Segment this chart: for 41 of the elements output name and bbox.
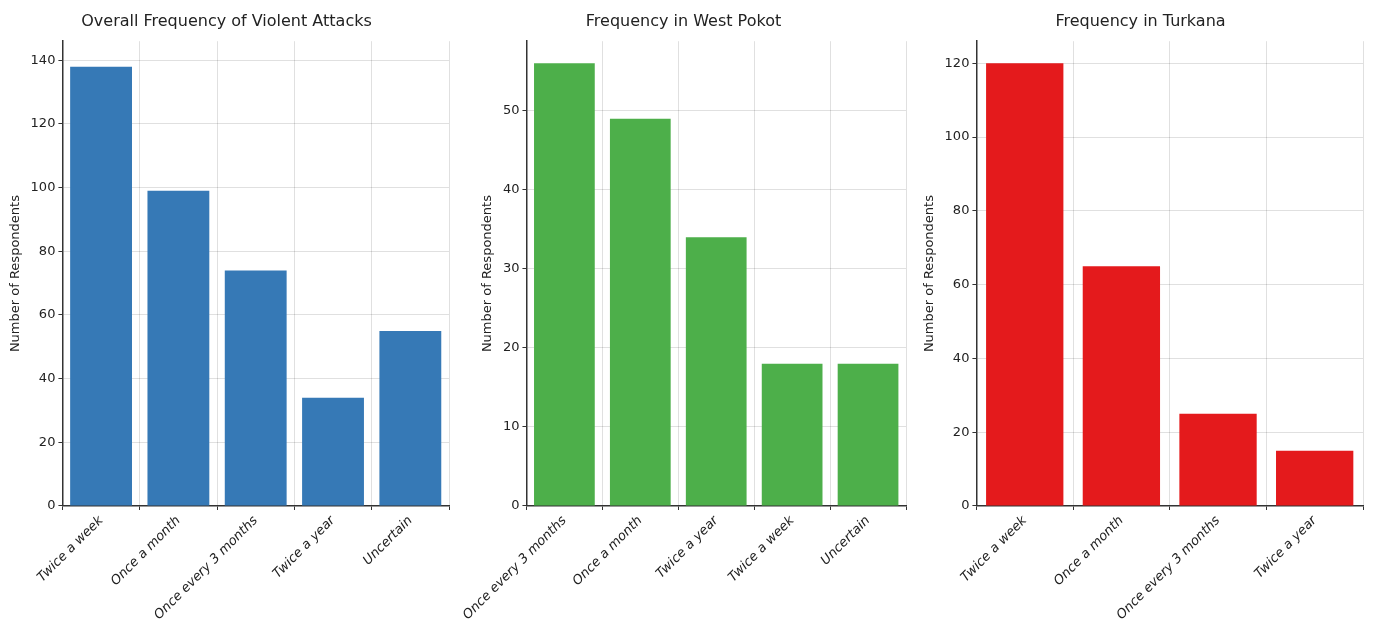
y-tick-label: 30 [502,260,520,276]
y-tick-label: 40 [502,181,520,197]
chart-title: Frequency in West Pokot [585,10,782,30]
bar [761,363,823,506]
bar [534,63,595,506]
y-tick-label: 80 [952,202,970,218]
y-tick-label: 20 [952,423,970,439]
y-tick-label: 20 [38,433,56,449]
chart-title: Frequency in Turkana [1055,10,1226,30]
bar [1082,266,1161,506]
y-tick-label: 140 [30,51,56,67]
y-tick-label: 120 [30,115,56,131]
y-tick-label: 10 [502,418,520,434]
y-tick-label: 100 [30,179,56,195]
y-tick-label: 0 [511,497,520,513]
y-tick-label: 50 [502,102,520,118]
bar [224,270,287,506]
y-tick-label: 80 [38,242,56,258]
bar [379,330,442,506]
bar [609,118,671,506]
y-tick-label: 120 [944,54,970,70]
y-axis-title: Number of Respondents [7,194,23,353]
y-tick-label: 20 [502,339,520,355]
bar [837,363,899,506]
y-tick-label: 60 [38,306,56,322]
y-axis-title: Number of Respondents [479,194,495,353]
bar [1276,450,1354,506]
chart-title: Overall Frequency of Violent Attacks [81,10,372,30]
bar [685,237,747,506]
y-tick-label: 0 [961,497,970,513]
bar [1179,413,1257,506]
y-tick-label: 40 [38,370,56,386]
y-tick-label: 60 [952,276,970,292]
bar [147,190,210,506]
bar [302,397,364,506]
bar [70,66,132,506]
bar [986,63,1064,506]
y-tick-label: 40 [952,349,970,365]
y-tick-label: 0 [47,497,56,513]
y-axis-title: Number of Respondents [921,194,937,353]
y-tick-label: 100 [944,128,970,144]
